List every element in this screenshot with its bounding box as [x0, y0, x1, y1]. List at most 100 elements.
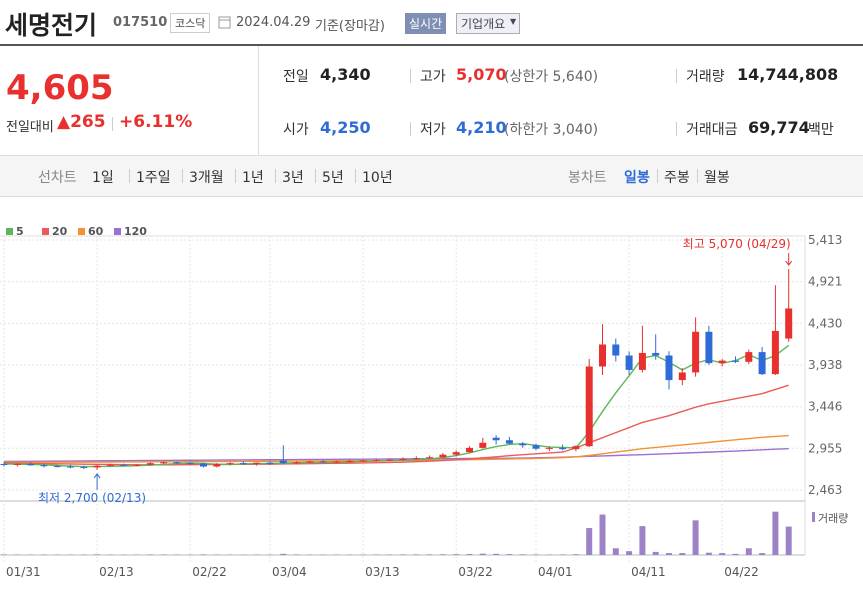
- candle-body: [386, 459, 394, 461]
- period-tab[interactable]: 3년: [282, 170, 304, 186]
- divider: [258, 46, 259, 156]
- summary-value: 14,744,808: [737, 65, 839, 84]
- volume-bar: [479, 553, 486, 555]
- company-info-text: 기업개요: [461, 17, 506, 31]
- volume-bar: [785, 526, 792, 555]
- candle-body: [505, 440, 513, 444]
- volume-bar: [533, 554, 539, 555]
- volume-bar: [280, 553, 287, 555]
- candle-body: [266, 462, 274, 464]
- period-tab[interactable]: 1일: [92, 170, 114, 186]
- volume-bar: [506, 554, 513, 555]
- volume-bar: [306, 554, 313, 555]
- period-tab[interactable]: 주봉: [664, 170, 690, 186]
- candle-body: [346, 461, 354, 463]
- candle-body: [80, 466, 88, 468]
- period-tab[interactable]: 1주일: [136, 170, 171, 186]
- x-tick-label: 04/11: [631, 565, 666, 579]
- realtime-button[interactable]: 실시간: [405, 13, 447, 34]
- volume-bar: [599, 514, 606, 555]
- legend-swatch: [78, 228, 85, 235]
- candle-body: [333, 461, 340, 463]
- change: ▲265: [57, 112, 106, 132]
- change-value: 265: [70, 112, 106, 132]
- volume-bar: [759, 553, 766, 555]
- x-tick-label: 02/22: [192, 565, 227, 579]
- period-tab[interactable]: 월봉: [704, 170, 730, 186]
- volume-bar: [666, 553, 672, 555]
- change-label: 전일대비: [6, 120, 54, 135]
- candle-body: [53, 466, 61, 468]
- candle-body: [200, 463, 207, 467]
- x-tick-label: 02/13: [99, 565, 134, 579]
- volume-bar: [626, 551, 633, 555]
- x-tick-label: 03/22: [458, 565, 493, 579]
- stock-code: 017510: [113, 15, 168, 30]
- y-tick-label: 5,413: [808, 233, 842, 247]
- tab-separator: [315, 169, 316, 183]
- tab-separator: [355, 169, 356, 183]
- candle-body: [452, 452, 460, 455]
- summary-label: 시가: [283, 122, 309, 138]
- y-tick-label: 4,430: [808, 316, 842, 330]
- candle-body: [399, 458, 407, 460]
- x-tick-label: 03/13: [365, 565, 400, 579]
- candle-body: [359, 460, 367, 462]
- period-tab[interactable]: 3개월: [189, 170, 224, 186]
- company-info-button[interactable]: 기업개요 ▼: [456, 13, 521, 34]
- volume-bar: [293, 554, 300, 555]
- summary-note: (상한가 5,640): [504, 69, 599, 85]
- candle-body: [758, 352, 766, 375]
- candle-body: [213, 463, 221, 467]
- summary-unit: 백만: [808, 122, 834, 138]
- candle-body: [426, 457, 434, 459]
- volume-bar: [559, 554, 566, 555]
- summary-label: 거래대금: [686, 122, 738, 138]
- period-tab[interactable]: 5년: [322, 170, 344, 186]
- y-tick-label: 2,955: [808, 441, 842, 455]
- period-tab[interactable]: 일봉: [624, 170, 650, 186]
- candle-body: [652, 352, 660, 356]
- candle-body: [572, 446, 580, 450]
- legend-label: 120: [124, 225, 147, 238]
- candle-body: [545, 447, 553, 449]
- summary-value: 69,774: [748, 118, 810, 137]
- candle-body: [466, 447, 473, 453]
- volume-bar: [1, 554, 7, 555]
- volume-bar: [466, 554, 473, 555]
- volume-bar: [426, 554, 433, 555]
- divider: [0, 44, 863, 46]
- candle-body: [372, 460, 380, 462]
- high-arrow: [785, 253, 793, 266]
- candle-body: [771, 330, 779, 375]
- candle-body: [319, 461, 327, 463]
- volume-bar: [692, 520, 699, 555]
- period-tab[interactable]: 10년: [362, 170, 393, 186]
- candle-body: [133, 464, 141, 466]
- volume-bar: [160, 554, 167, 555]
- candle-body: [532, 445, 540, 449]
- volume-bar: [679, 553, 686, 555]
- basis: 기준(장마감): [315, 19, 385, 34]
- y-tick-label: 3,938: [808, 358, 842, 372]
- volume-swatch: [812, 512, 815, 522]
- summary-label: 고가: [420, 69, 446, 85]
- candle-body: [638, 352, 646, 370]
- volume-bar: [386, 554, 393, 555]
- period-tab[interactable]: 1년: [242, 170, 264, 186]
- volume-bar: [719, 553, 726, 555]
- candle-body: [585, 366, 593, 447]
- legend-swatch: [114, 228, 121, 235]
- tab-separator: [182, 169, 183, 183]
- volume-bar: [107, 554, 114, 555]
- candle-body: [226, 463, 234, 465]
- chart: 5 20 60 120 5,413 4,921 4,430 3,938 3,446 2,955 2,…: [0, 225, 848, 579]
- summary-value: 4,340: [320, 65, 371, 84]
- volume-bar: [639, 526, 646, 555]
- candle-body: [106, 464, 114, 466]
- legend-label: 60: [88, 225, 104, 238]
- candle-body: [27, 463, 35, 466]
- candle-body: [13, 463, 21, 465]
- volume-bar: [453, 554, 460, 555]
- candle-body: [692, 331, 700, 373]
